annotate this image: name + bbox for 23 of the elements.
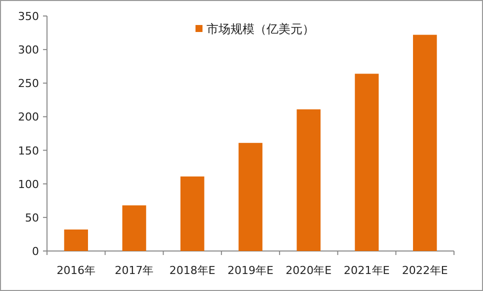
bar <box>354 74 379 251</box>
bar <box>122 205 146 251</box>
y-tick-label: 0 <box>32 245 39 258</box>
x-tick-label: 2016年 <box>56 264 96 277</box>
bar <box>64 230 88 251</box>
y-tick-label: 150 <box>18 144 39 158</box>
bar <box>296 109 321 251</box>
bar <box>413 34 437 251</box>
x-tick-label: 2018年E <box>169 264 216 277</box>
x-tick-label: 2022年E <box>402 264 448 277</box>
bar <box>180 176 204 251</box>
legend-label: 市场规模（亿美元） <box>206 22 314 36</box>
y-tick-label: 250 <box>18 77 39 90</box>
bar <box>238 142 262 251</box>
x-tick-label: 2020年E <box>286 264 332 277</box>
x-tick-label: 2017年 <box>114 264 154 277</box>
x-tick-label: 2019年E <box>228 264 274 277</box>
y-tick-label: 350 <box>18 10 39 23</box>
x-tick-label: 2021年E <box>344 264 390 277</box>
y-tick-label: 200 <box>18 110 39 124</box>
y-tick-label: 100 <box>18 178 39 191</box>
y-tick-label: 300 <box>18 44 39 57</box>
y-tick-label: 50 <box>25 211 39 224</box>
